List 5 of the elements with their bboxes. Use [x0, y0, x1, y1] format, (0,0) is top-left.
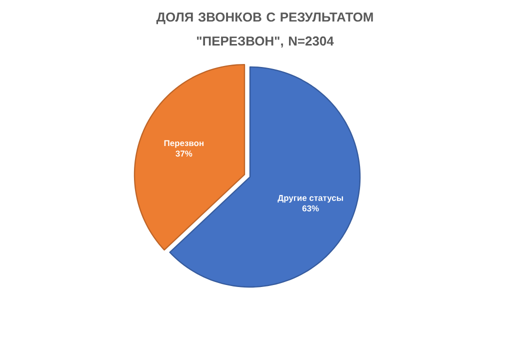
- data-label: 37%: [176, 150, 192, 157]
- chart-title: ДОЛЯ ЗВОНКОВ С РЕЗУЛЬТАТОМ "ПЕРЕЗВОН", N=2304: [156, 12, 373, 48]
- data-label: 63%: [302, 205, 319, 212]
- slice-label: Перезвон: [164, 140, 204, 148]
- slice-label: Другие статусы: [278, 195, 343, 203]
